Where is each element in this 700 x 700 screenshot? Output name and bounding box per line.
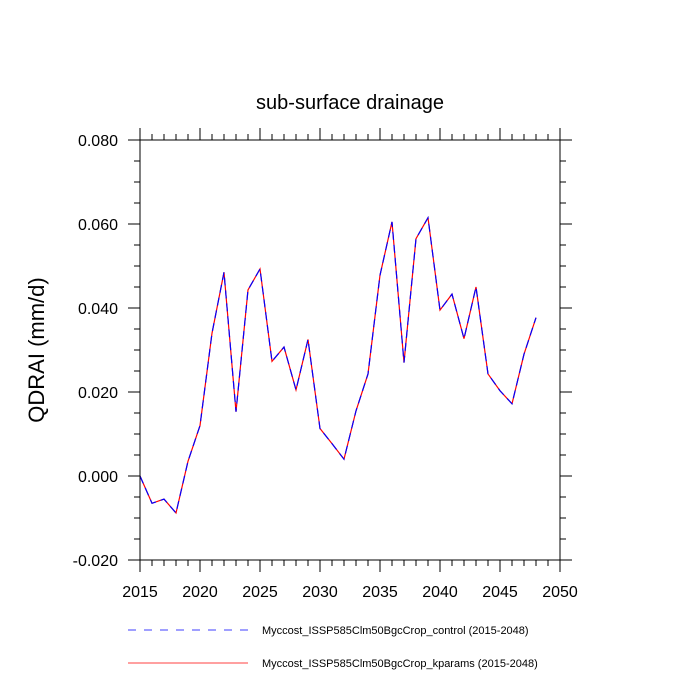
legend: Myccost_ISSP585Clm50BgcCrop_control (201…	[128, 625, 538, 670]
plot-frame	[139, 139, 561, 561]
y-tick-label: -0.020	[73, 553, 118, 570]
y-tick-label: 0.040	[78, 301, 118, 318]
x-tick-label: 2020	[182, 584, 218, 601]
y-axis-label: QDRAI (mm/d)	[24, 277, 49, 422]
x-tick-label: 2045	[482, 584, 518, 601]
y-tick-label: 0.080	[78, 133, 118, 150]
x-tick-label: 2040	[422, 584, 458, 601]
series-line-kparams	[139, 215, 537, 515]
x-tick-label: 2050	[542, 584, 578, 601]
legend-label-kparams: Myccost_ISSP585Clm50BgcCrop_kparams (201…	[262, 658, 538, 670]
series-line-control	[139, 215, 537, 515]
y-tick-label: 0.000	[78, 469, 118, 486]
y-tick-label: 0.020	[78, 385, 118, 402]
legend-label-control: Myccost_ISSP585Clm50BgcCrop_control (201…	[262, 625, 529, 637]
x-tick-label: 2030	[302, 584, 338, 601]
x-tick-label: 2015	[122, 584, 158, 601]
x-tick-label: 2035	[362, 584, 398, 601]
y-tick-label: 0.060	[78, 217, 118, 234]
x-tick-labels: 2015 2020 2025 2030 2035 2040 2045 2050	[122, 584, 578, 601]
y-tick-labels: -0.020 0.000 0.020 0.040 0.060 0.080	[73, 133, 118, 570]
x-tick-label: 2025	[242, 584, 278, 601]
chart-title: sub-surface drainage	[256, 92, 444, 114]
series-lines	[139, 215, 537, 515]
axis-ticks	[128, 128, 572, 572]
